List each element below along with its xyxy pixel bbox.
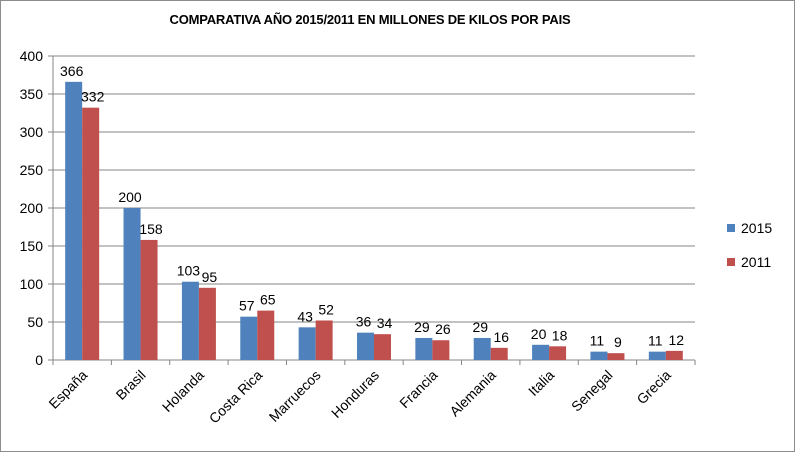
legend-item-2011: 2011 <box>727 252 772 272</box>
x-category-label: Italia <box>525 367 557 399</box>
y-tick-label: 250 <box>20 162 44 178</box>
frame-edge-tick <box>0 396 1 402</box>
x-category-label: Senegal <box>568 367 616 415</box>
legend-item-2015: 2015 <box>727 218 772 238</box>
bar-2015-8 <box>532 344 550 360</box>
x-category-label: Grecia <box>633 367 674 408</box>
x-category-label: Holanda <box>159 367 207 415</box>
bar-2011-8 <box>549 346 567 360</box>
y-tick-label: 400 <box>20 48 44 64</box>
data-label-2015-9: 11 <box>590 333 605 349</box>
bar-2015-7 <box>473 337 491 360</box>
data-label-2011-3: 65 <box>260 292 276 308</box>
bar-2015-9 <box>590 351 608 360</box>
x-category-label: España <box>45 367 90 412</box>
bar-2011-3 <box>257 310 275 360</box>
data-label-2011-1: 158 <box>139 221 163 237</box>
bar-2011-4 <box>315 320 333 360</box>
y-tick-label: 350 <box>20 86 44 102</box>
chart-legend: 2015 2011 <box>727 218 772 286</box>
y-tick-label: 300 <box>20 124 44 140</box>
data-label-2011-8: 18 <box>552 327 568 343</box>
data-label-2011-7: 16 <box>493 329 509 345</box>
data-label-2015-8: 20 <box>531 326 547 342</box>
legend-label-2011: 2011 <box>741 254 772 270</box>
legend-swatch-2015 <box>727 224 735 232</box>
data-label-2015-10: 11 <box>648 333 663 349</box>
bar-2011-0 <box>82 107 100 361</box>
data-label-2011-9: 9 <box>614 334 622 350</box>
bar-2015-10 <box>648 351 666 360</box>
legend-label-2015: 2015 <box>741 220 773 236</box>
data-label-2015-5: 36 <box>356 314 372 330</box>
data-label-2011-5: 34 <box>377 315 393 331</box>
data-label-2015-1: 200 <box>118 189 142 205</box>
bar-2015-0 <box>65 81 83 360</box>
chart-title: COMPARATIVA AÑO 2015/2011 EN MILLONES DE… <box>169 12 571 27</box>
bar-2011-9 <box>607 353 625 360</box>
bar-2015-2 <box>181 281 199 360</box>
data-label-2015-7: 29 <box>472 319 488 335</box>
y-tick-label: 200 <box>20 200 44 216</box>
frame-edge-tick <box>0 420 1 426</box>
bar-2011-10 <box>665 350 683 360</box>
bar-2015-5 <box>357 332 374 360</box>
data-label-2011-2: 95 <box>202 269 218 285</box>
legend-swatch-2011 <box>727 258 735 266</box>
data-label-2011-0: 332 <box>81 89 105 105</box>
data-label-2015-3: 57 <box>239 298 255 314</box>
data-label-2011-6: 26 <box>435 321 451 337</box>
y-tick-label: 50 <box>27 314 43 330</box>
data-label-2015-6: 29 <box>414 319 430 335</box>
x-category-label: Francia <box>396 367 440 411</box>
bar-2011-1 <box>140 239 158 360</box>
x-category-label: Marruecos <box>266 367 324 425</box>
x-category-label: Alemania <box>446 367 499 420</box>
x-category-label: Brasil <box>113 367 149 403</box>
y-tick-label: 100 <box>20 276 44 292</box>
y-tick-label: 150 <box>20 238 44 254</box>
x-category-label: Honduras <box>328 367 382 421</box>
bar-2015-1 <box>123 208 141 360</box>
bar-2011-5 <box>374 334 391 360</box>
x-category-label: Costa Rica <box>206 367 266 427</box>
data-label-2011-10: 12 <box>669 332 685 348</box>
bar-2015-3 <box>240 316 258 360</box>
data-label-2011-4: 52 <box>318 301 334 317</box>
bar-2011-6 <box>432 340 450 360</box>
bar-2011-7 <box>490 347 508 360</box>
data-label-2015-0: 366 <box>60 63 84 79</box>
bar-2011-2 <box>198 287 216 360</box>
data-label-2015-2: 103 <box>177 263 201 279</box>
bar-2015-6 <box>415 337 433 360</box>
data-label-2015-4: 43 <box>297 308 313 324</box>
bar-2015-4 <box>298 327 316 360</box>
y-tick-label: 0 <box>35 352 43 368</box>
